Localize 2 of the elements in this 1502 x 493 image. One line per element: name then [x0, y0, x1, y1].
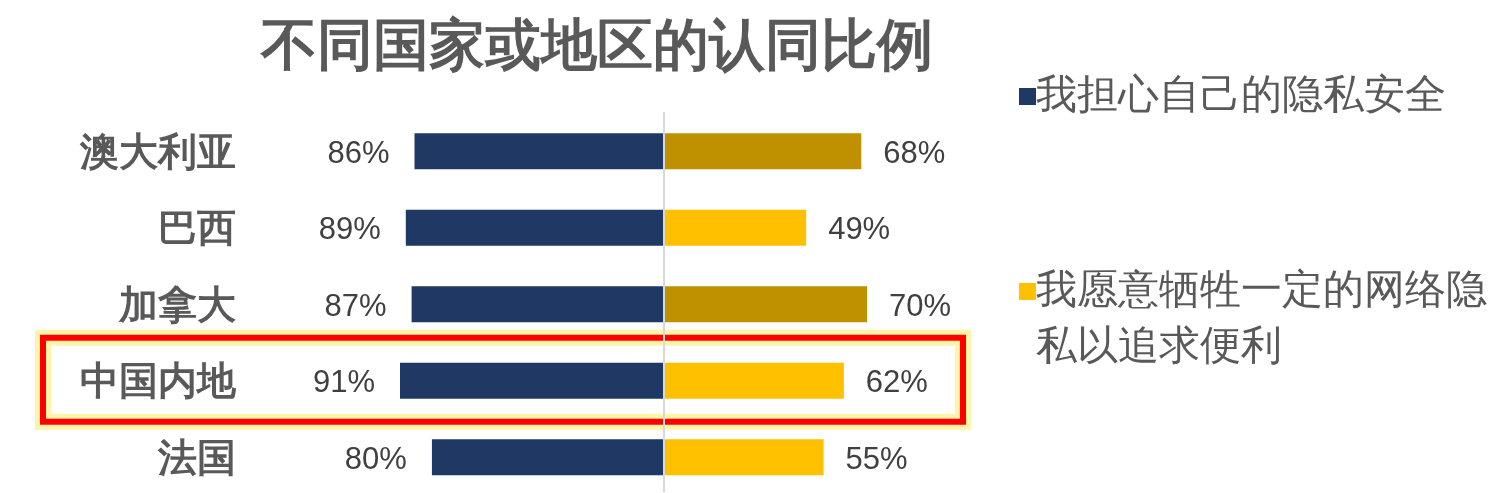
- title: 不同国家或地区的认同比例: [261, 12, 933, 76]
- legend-label: 我担心自己的隐私安全: [1036, 70, 1447, 119]
